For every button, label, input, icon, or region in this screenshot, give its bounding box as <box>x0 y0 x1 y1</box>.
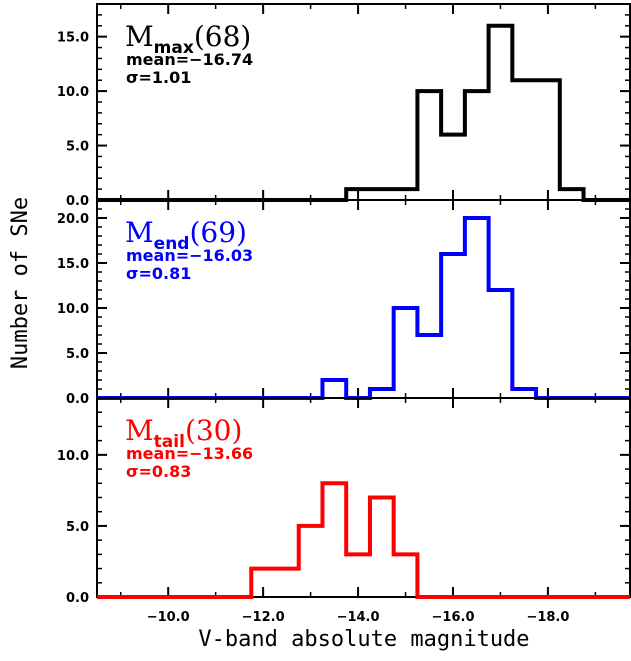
y-tick-label: 10.0 <box>57 449 89 464</box>
histogram-bar <box>441 135 465 200</box>
histogram-bar <box>441 254 465 398</box>
panel-tail: 0.0 5.0 10.0 Mtail(30)mean=−13.66σ=0.83 <box>57 397 631 606</box>
panel-label-count: (68) <box>194 20 251 53</box>
histogram-bar <box>394 308 418 398</box>
y-tick-label: 5.0 <box>66 347 89 362</box>
histogram-bar <box>322 380 346 398</box>
histogram-bar <box>370 189 394 200</box>
histogram-bar <box>417 335 441 398</box>
histogram-bar <box>560 189 584 200</box>
panel-frame <box>96 199 631 399</box>
histogram-bar <box>394 554 418 597</box>
panel-label: Mtail(30) <box>125 414 242 452</box>
histogram-bar <box>394 189 418 200</box>
panel-mean: mean=−16.74 <box>126 50 253 69</box>
panel-label-subscript: max <box>154 38 194 58</box>
panel-mean: mean=−16.03 <box>126 246 253 265</box>
histogram-bar <box>417 91 441 200</box>
panels-layer: 0.05.010.015.0 Mmax(68)mean=−16.74σ=1.010… <box>57 3 631 625</box>
y-tick-label: 15.0 <box>57 257 89 272</box>
panel-label-symbol: M <box>125 20 154 53</box>
panel-max: 0.0 5.0 10.0 15.0 Mmax(68)mean=−16.74σ=1.01 <box>57 3 631 209</box>
y-tick-label: 0.0 <box>66 392 89 407</box>
histogram-bar <box>370 389 394 398</box>
x-tick-label: −10.0 <box>147 610 190 625</box>
histogram-step-tail <box>97 481 630 599</box>
histogram-step-end <box>97 216 630 400</box>
panel-sigma: σ=0.83 <box>126 462 191 481</box>
histogram-bar <box>489 290 513 398</box>
panel-mean: mean=−13.66 <box>126 444 253 463</box>
panel-end: 0.0 5.0 10.0 15.0 20.0 Mend(69)mean=−16.03σ=0… <box>57 199 631 407</box>
x-tick-label: −18.0 <box>526 610 569 625</box>
histogram-bar <box>346 554 370 597</box>
histogram-bar <box>489 26 513 200</box>
panel-label-symbol: M <box>125 414 154 447</box>
panel-sigma: σ=1.01 <box>126 68 191 87</box>
histogram-bar <box>370 498 394 598</box>
histogram-bar <box>322 483 346 597</box>
y-tick-label: 15.0 <box>57 31 89 46</box>
y-tick-label: 5.0 <box>66 140 89 155</box>
histogram-bar <box>465 91 489 200</box>
x-tick-label: −12.0 <box>242 610 285 625</box>
panel-sigma: σ=0.81 <box>126 264 191 283</box>
y-tick-label: 5.0 <box>66 520 89 535</box>
histogram-bar <box>536 80 560 200</box>
y-tick-label: 10.0 <box>57 85 89 100</box>
histogram-bar <box>299 526 323 597</box>
panel-label-symbol: M <box>125 216 154 249</box>
y-tick-label: 0.0 <box>66 591 89 606</box>
histogram-bar <box>275 569 299 597</box>
y-tick-label: 10.0 <box>57 302 89 317</box>
y-axis-title: Number of SNe <box>8 197 33 369</box>
x-tick-label: −16.0 <box>432 610 475 625</box>
x-tick-label: −14.0 <box>337 610 380 625</box>
panel-label-subscript: tail <box>154 432 185 452</box>
y-tick-label: 0.0 <box>66 194 89 209</box>
panel-label: Mend(69) <box>125 216 247 254</box>
panel-label: Mmax(68) <box>125 20 251 58</box>
panel-label-subscript: end <box>154 234 190 254</box>
histogram-bar <box>251 569 275 597</box>
histogram-bar <box>465 218 489 398</box>
histogram-step-max <box>97 23 630 202</box>
histogram-bar <box>512 80 536 200</box>
histogram-bar <box>346 189 370 200</box>
panel-label-count: (69) <box>189 216 246 249</box>
y-tick-label: 20.0 <box>57 212 89 227</box>
histogram-bar <box>512 389 536 398</box>
panel-label-count: (30) <box>185 414 242 447</box>
x-axis-title: V-band absolute magnitude <box>198 627 529 652</box>
